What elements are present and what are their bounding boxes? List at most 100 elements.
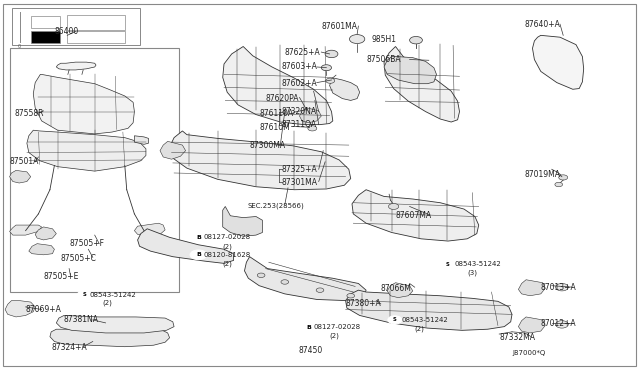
Text: J87000*Q: J87000*Q xyxy=(512,350,545,356)
Circle shape xyxy=(257,273,265,278)
Text: 08127-02028: 08127-02028 xyxy=(314,324,361,330)
Polygon shape xyxy=(330,78,360,100)
Text: 08543-51242: 08543-51242 xyxy=(90,292,136,298)
Text: 87381NA: 87381NA xyxy=(64,315,99,324)
Circle shape xyxy=(388,316,402,324)
Text: 87620PA: 87620PA xyxy=(266,94,299,103)
Polygon shape xyxy=(29,244,54,255)
Circle shape xyxy=(321,65,332,71)
Text: 87325+A: 87325+A xyxy=(282,165,317,174)
Text: 0: 0 xyxy=(18,44,21,48)
Circle shape xyxy=(556,283,568,291)
Text: (2): (2) xyxy=(223,260,232,267)
Circle shape xyxy=(316,288,324,292)
Circle shape xyxy=(559,175,568,180)
Circle shape xyxy=(388,203,399,209)
Polygon shape xyxy=(244,257,366,301)
Circle shape xyxy=(190,250,207,260)
Polygon shape xyxy=(56,62,96,70)
Polygon shape xyxy=(33,74,134,134)
Polygon shape xyxy=(223,46,333,125)
Text: 87019MA: 87019MA xyxy=(525,170,561,179)
Circle shape xyxy=(77,291,92,299)
Polygon shape xyxy=(138,229,234,263)
Text: (2): (2) xyxy=(223,243,232,250)
Polygon shape xyxy=(346,290,512,330)
Polygon shape xyxy=(384,46,460,122)
Text: 86400: 86400 xyxy=(54,27,79,36)
Polygon shape xyxy=(134,136,148,144)
Polygon shape xyxy=(50,328,170,347)
Bar xyxy=(12,8,140,45)
Text: 87332MA: 87332MA xyxy=(499,333,535,342)
Text: 08543-51242: 08543-51242 xyxy=(401,317,448,323)
Circle shape xyxy=(349,35,365,44)
Polygon shape xyxy=(27,130,146,171)
Polygon shape xyxy=(300,108,321,123)
Text: 87069+A: 87069+A xyxy=(26,305,61,314)
Text: 87324+A: 87324+A xyxy=(51,343,87,352)
Text: B: B xyxy=(307,325,312,330)
Polygon shape xyxy=(10,170,31,183)
Text: 87505+C: 87505+C xyxy=(61,254,97,263)
Text: 87301MA: 87301MA xyxy=(282,178,317,187)
Circle shape xyxy=(347,294,355,298)
Text: (2): (2) xyxy=(414,325,424,332)
Bar xyxy=(31,31,60,43)
Polygon shape xyxy=(518,317,545,333)
Polygon shape xyxy=(532,35,584,89)
Circle shape xyxy=(301,323,317,332)
Text: 87602+A: 87602+A xyxy=(282,79,317,88)
Polygon shape xyxy=(160,141,186,159)
Text: 87013+A: 87013+A xyxy=(541,283,577,292)
Text: 87601MA: 87601MA xyxy=(321,22,357,31)
Bar xyxy=(10,48,179,292)
Text: (3): (3) xyxy=(467,269,477,276)
Text: 87506BA: 87506BA xyxy=(366,55,401,64)
Bar xyxy=(31,16,60,28)
Polygon shape xyxy=(223,206,262,236)
Circle shape xyxy=(326,78,335,83)
Circle shape xyxy=(555,182,563,187)
Text: 87012+A: 87012+A xyxy=(541,319,577,328)
Text: B: B xyxy=(196,252,201,257)
Bar xyxy=(67,31,125,43)
Circle shape xyxy=(308,126,317,131)
Text: 08120-81628: 08120-81628 xyxy=(204,252,251,258)
Text: 87380+A: 87380+A xyxy=(346,299,381,308)
Text: 87501A: 87501A xyxy=(10,157,39,166)
Bar xyxy=(67,15,125,30)
Text: B: B xyxy=(196,235,201,240)
Circle shape xyxy=(441,260,455,268)
Polygon shape xyxy=(518,280,545,296)
Text: 87505+F: 87505+F xyxy=(69,239,104,248)
Text: (2): (2) xyxy=(102,300,112,307)
Polygon shape xyxy=(10,225,42,235)
Text: 876110A: 876110A xyxy=(259,109,293,118)
Polygon shape xyxy=(170,131,351,190)
Text: 87603+A: 87603+A xyxy=(282,62,317,71)
Text: SEC.253(28566): SEC.253(28566) xyxy=(247,202,304,209)
Circle shape xyxy=(410,36,422,44)
Text: (2): (2) xyxy=(330,333,339,339)
Text: S: S xyxy=(393,317,397,323)
Polygon shape xyxy=(56,315,174,333)
Text: 08543-51242: 08543-51242 xyxy=(454,261,501,267)
Text: 87640+A: 87640+A xyxy=(525,20,561,29)
Polygon shape xyxy=(387,283,413,298)
Text: 87320NA: 87320NA xyxy=(282,107,317,116)
Text: 87610M: 87610M xyxy=(259,123,290,132)
Polygon shape xyxy=(384,57,436,84)
Text: S: S xyxy=(446,262,450,267)
Text: 87607MA: 87607MA xyxy=(396,211,431,220)
Polygon shape xyxy=(134,223,165,236)
Polygon shape xyxy=(35,227,56,240)
Text: 08127-02028: 08127-02028 xyxy=(204,234,251,240)
Circle shape xyxy=(190,232,207,242)
Polygon shape xyxy=(352,190,479,241)
Text: 87311QA: 87311QA xyxy=(282,120,317,129)
Circle shape xyxy=(556,321,568,328)
Text: 87558R: 87558R xyxy=(14,109,44,118)
Text: 87505+E: 87505+E xyxy=(44,272,79,280)
Circle shape xyxy=(281,280,289,284)
